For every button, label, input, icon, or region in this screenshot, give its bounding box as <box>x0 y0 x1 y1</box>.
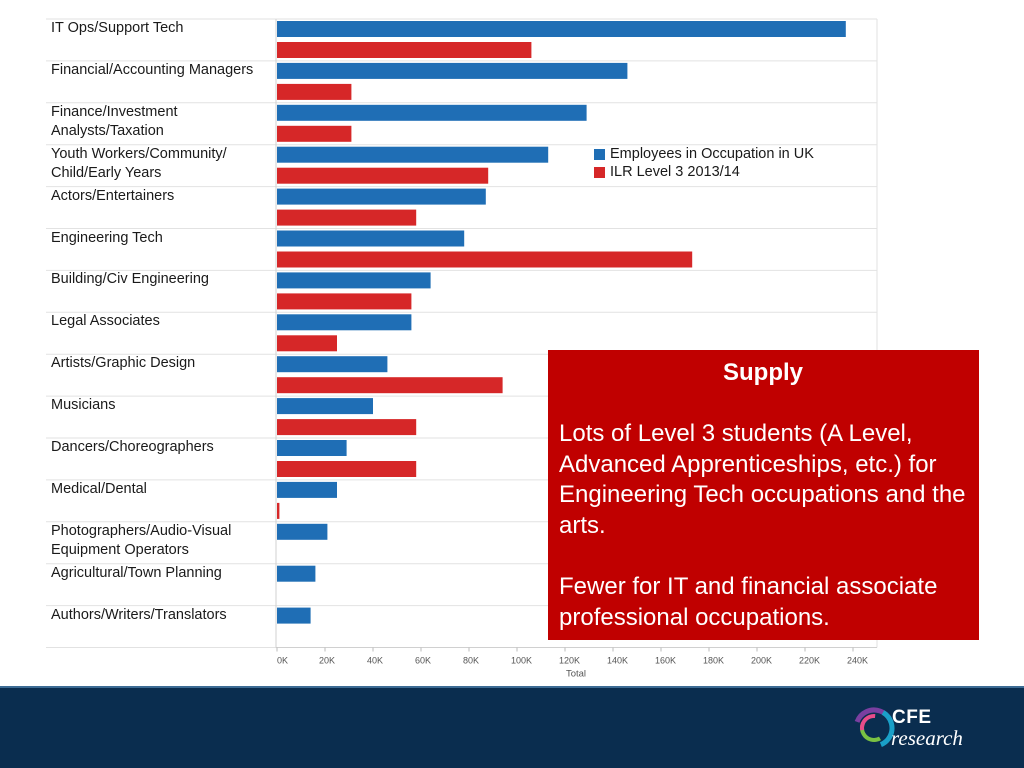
bar-ilr-level3 <box>277 502 280 519</box>
bar-employees <box>277 188 486 205</box>
category-label: Engineering Tech <box>51 229 163 246</box>
x-tick-label: 60K <box>415 656 431 666</box>
bar-ilr-level3 <box>277 377 503 394</box>
legend-swatch <box>594 148 605 160</box>
x-tick-label: 200K <box>751 656 772 666</box>
x-tick-label: 80K <box>463 656 479 666</box>
category-label: Medical/Dental <box>51 480 147 497</box>
cfe-ring-logo-icon <box>853 707 895 749</box>
bar-ilr-level3 <box>277 83 352 100</box>
callout-paragraph: Lots of Level 3 students (A Level, Advan… <box>559 420 966 539</box>
category-label: Legal Associates <box>51 313 160 330</box>
category-label: Actors/Entertainers <box>51 187 175 204</box>
bar-ilr-level3 <box>277 461 417 477</box>
bar-employees <box>277 314 412 331</box>
bar-employees <box>277 565 316 582</box>
bar-employees <box>277 146 549 163</box>
cfe-research-logo: CFE research <box>852 704 972 752</box>
bar-employees <box>277 481 337 498</box>
legend-swatch <box>594 166 605 178</box>
category-label: Youth Workers/Community/ Child/Early Yea… <box>51 145 227 181</box>
category-label: Agricultural/Town Planning <box>51 564 222 581</box>
x-tick-label: 140K <box>607 656 628 666</box>
category-label: Authors/Writers/Translators <box>51 606 227 623</box>
chart-legend: Employees in Occupation in UK ILR Level 3… <box>594 145 814 181</box>
legend-label: ILR Level 3 2013/14 <box>610 164 740 180</box>
x-tick-label: 100K <box>511 656 532 666</box>
callout-paragraph: Fewer for IT and financial associate pro… <box>559 573 938 631</box>
legend-item: Employees in Occupation in UK <box>594 145 814 163</box>
bar-employees <box>277 21 846 37</box>
bar-employees <box>277 398 373 415</box>
x-axis-title: Total <box>566 669 586 680</box>
bar-ilr-level3 <box>277 335 337 352</box>
bar-employees <box>277 230 465 247</box>
bar-ilr-level3 <box>277 251 693 268</box>
category-label: Dancers/Choreographers <box>51 439 214 455</box>
bar-ilr-level3 <box>277 209 417 226</box>
bar-ilr-level3 <box>277 293 412 310</box>
callout-title: Supply <box>722 359 803 386</box>
x-tick-label: 180K <box>703 656 724 666</box>
category-label: Finance/Investment Analysts/Taxation <box>51 103 178 139</box>
category-label: IT Ops/Support Tech <box>51 20 184 36</box>
logo-text-research: research <box>891 726 963 750</box>
x-tick-label: 20K <box>319 656 335 666</box>
bar-employees <box>277 62 628 79</box>
supply-callout: Supply Lots of Level 3 students (A Level… <box>548 350 979 640</box>
bar-employees <box>277 104 587 121</box>
category-label: Financial/Accounting Managers <box>51 61 254 78</box>
x-tick-label: 40K <box>367 656 383 666</box>
bar-employees <box>277 607 311 624</box>
chart-area: 0K 20K 40K 60K 80K 100K 120K 140K 160K 180K 200K 22… <box>46 18 878 680</box>
x-tick-label: 160K <box>655 656 676 666</box>
bar-ilr-level3 <box>277 125 352 142</box>
x-tick-label: 240K <box>847 656 868 666</box>
footer-bar <box>0 686 1024 768</box>
bar-employees <box>277 356 388 373</box>
category-label: Photographers/Audio-Visual Equipment Ope… <box>51 522 232 558</box>
x-tick-label: 220K <box>799 656 820 666</box>
legend-item: ILR Level 3 2013/14 <box>594 163 814 181</box>
bar-chart: 0K 20K 40K 60K 80K 100K 120K 140K 160K 180K 200K 22… <box>46 18 878 680</box>
bar-employees <box>277 440 347 456</box>
x-tick-label: 0K <box>277 656 288 666</box>
category-label: Building/Civ Engineering <box>51 271 209 288</box>
logo-text-cfe: CFE <box>892 707 932 728</box>
legend-label: Employees in Occupation in UK <box>610 146 814 162</box>
bar-ilr-level3 <box>277 167 489 184</box>
bar-employees <box>277 272 431 289</box>
bar-employees <box>277 523 328 540</box>
category-label: Musicians <box>51 397 116 414</box>
x-tick-label: 120K <box>559 656 580 666</box>
bar-ilr-level3 <box>277 42 532 58</box>
category-label: Artists/Graphic Design <box>51 355 196 372</box>
bar-ilr-level3 <box>277 419 417 436</box>
